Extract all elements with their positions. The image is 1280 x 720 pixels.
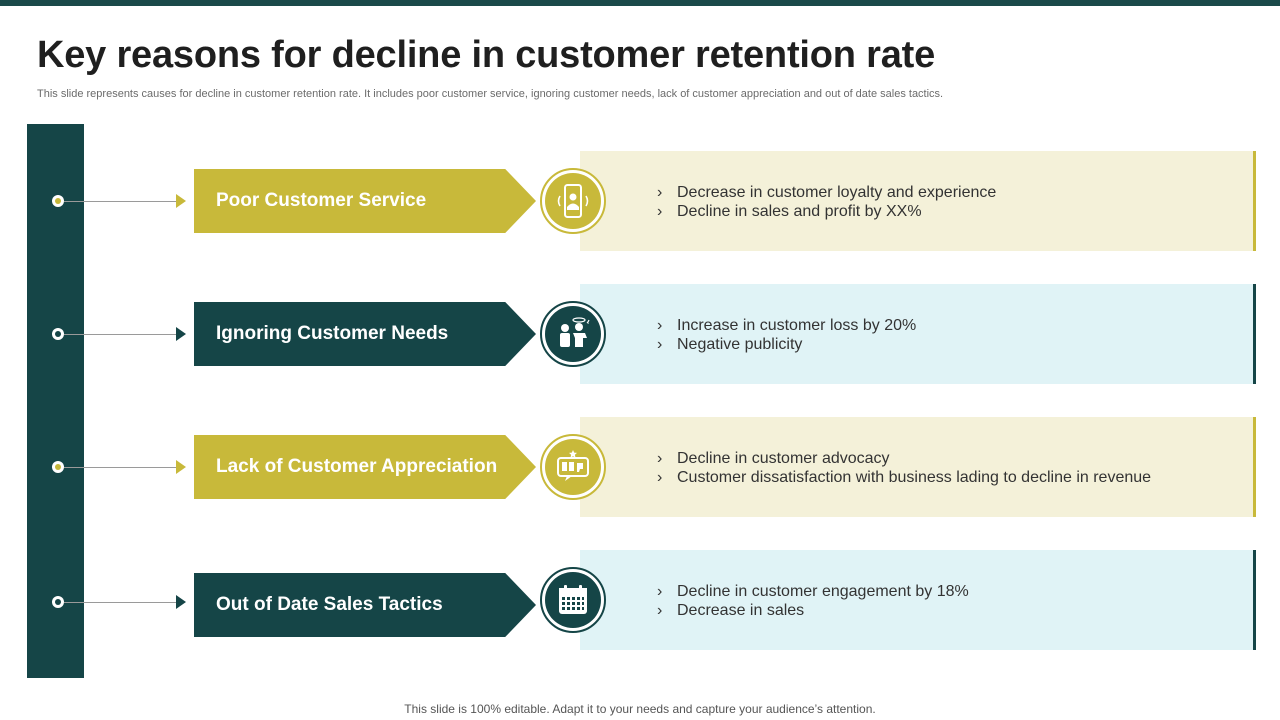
bullet-item: Decline in customer engagement by 18% [656, 582, 969, 601]
bullet-item: Decrease in customer loyalty and experie… [656, 183, 996, 202]
bullet-item: Decline in sales and profit by XX% [656, 202, 996, 221]
connector-line [64, 602, 177, 603]
reason-label-text: Ignoring Customer Needs [216, 323, 449, 344]
calendar-icon [540, 567, 606, 633]
connector-arrow-icon [176, 327, 186, 341]
timeline-dot [52, 328, 64, 340]
page-title: Key reasons for decline in customer rete… [37, 34, 936, 76]
bullet-item: Negative publicity [656, 335, 916, 354]
reason-bullet-list: Decline in customer engagement by 18% De… [656, 582, 969, 620]
bullet-item: Customer dissatisfaction with business l… [656, 468, 1151, 487]
reason-bullet-list: Increase in customer loss by 20% Negativ… [656, 316, 916, 354]
reason-bullet-list: Decline in customer advocacy Customer di… [656, 449, 1151, 487]
timeline-dot [52, 195, 64, 207]
left-timeline-bar [27, 124, 84, 678]
customer-complaint-icon [540, 301, 606, 367]
top-accent-bar [0, 0, 1280, 6]
footer-note: This slide is 100% editable. Adapt it to… [404, 702, 876, 716]
reason-label-text: Poor Customer Service [216, 190, 427, 211]
connector-arrow-icon [176, 595, 186, 609]
reason-label-text: Out of Date Sales Tactics [216, 594, 443, 615]
bullet-item: Increase in customer loss by 20% [656, 316, 916, 335]
reason-label-text: Lack of Customer Appreciation [216, 456, 498, 477]
page-subtitle: This slide represents causes for decline… [37, 88, 944, 100]
customer-service-phone-icon [540, 168, 606, 234]
reason-bullet-list: Decrease in customer loyalty and experie… [656, 183, 996, 221]
connector-line [64, 334, 177, 335]
bullet-item: Decrease in sales [656, 601, 969, 620]
connector-arrow-icon [176, 194, 186, 208]
timeline-dot [52, 461, 64, 473]
bullet-item: Decline in customer advocacy [656, 449, 1151, 468]
feedback-thumbs-down-icon [540, 434, 606, 500]
timeline-dot [52, 596, 64, 608]
connector-arrow-icon [176, 460, 186, 474]
reason-label: Poor Customer Service [194, 169, 536, 233]
connector-line [64, 201, 177, 202]
reason-label: Lack of Customer Appreciation [194, 435, 536, 499]
reason-label: Out of Date Sales Tactics [194, 573, 536, 637]
connector-line [64, 467, 177, 468]
reason-label: Ignoring Customer Needs [194, 302, 536, 366]
